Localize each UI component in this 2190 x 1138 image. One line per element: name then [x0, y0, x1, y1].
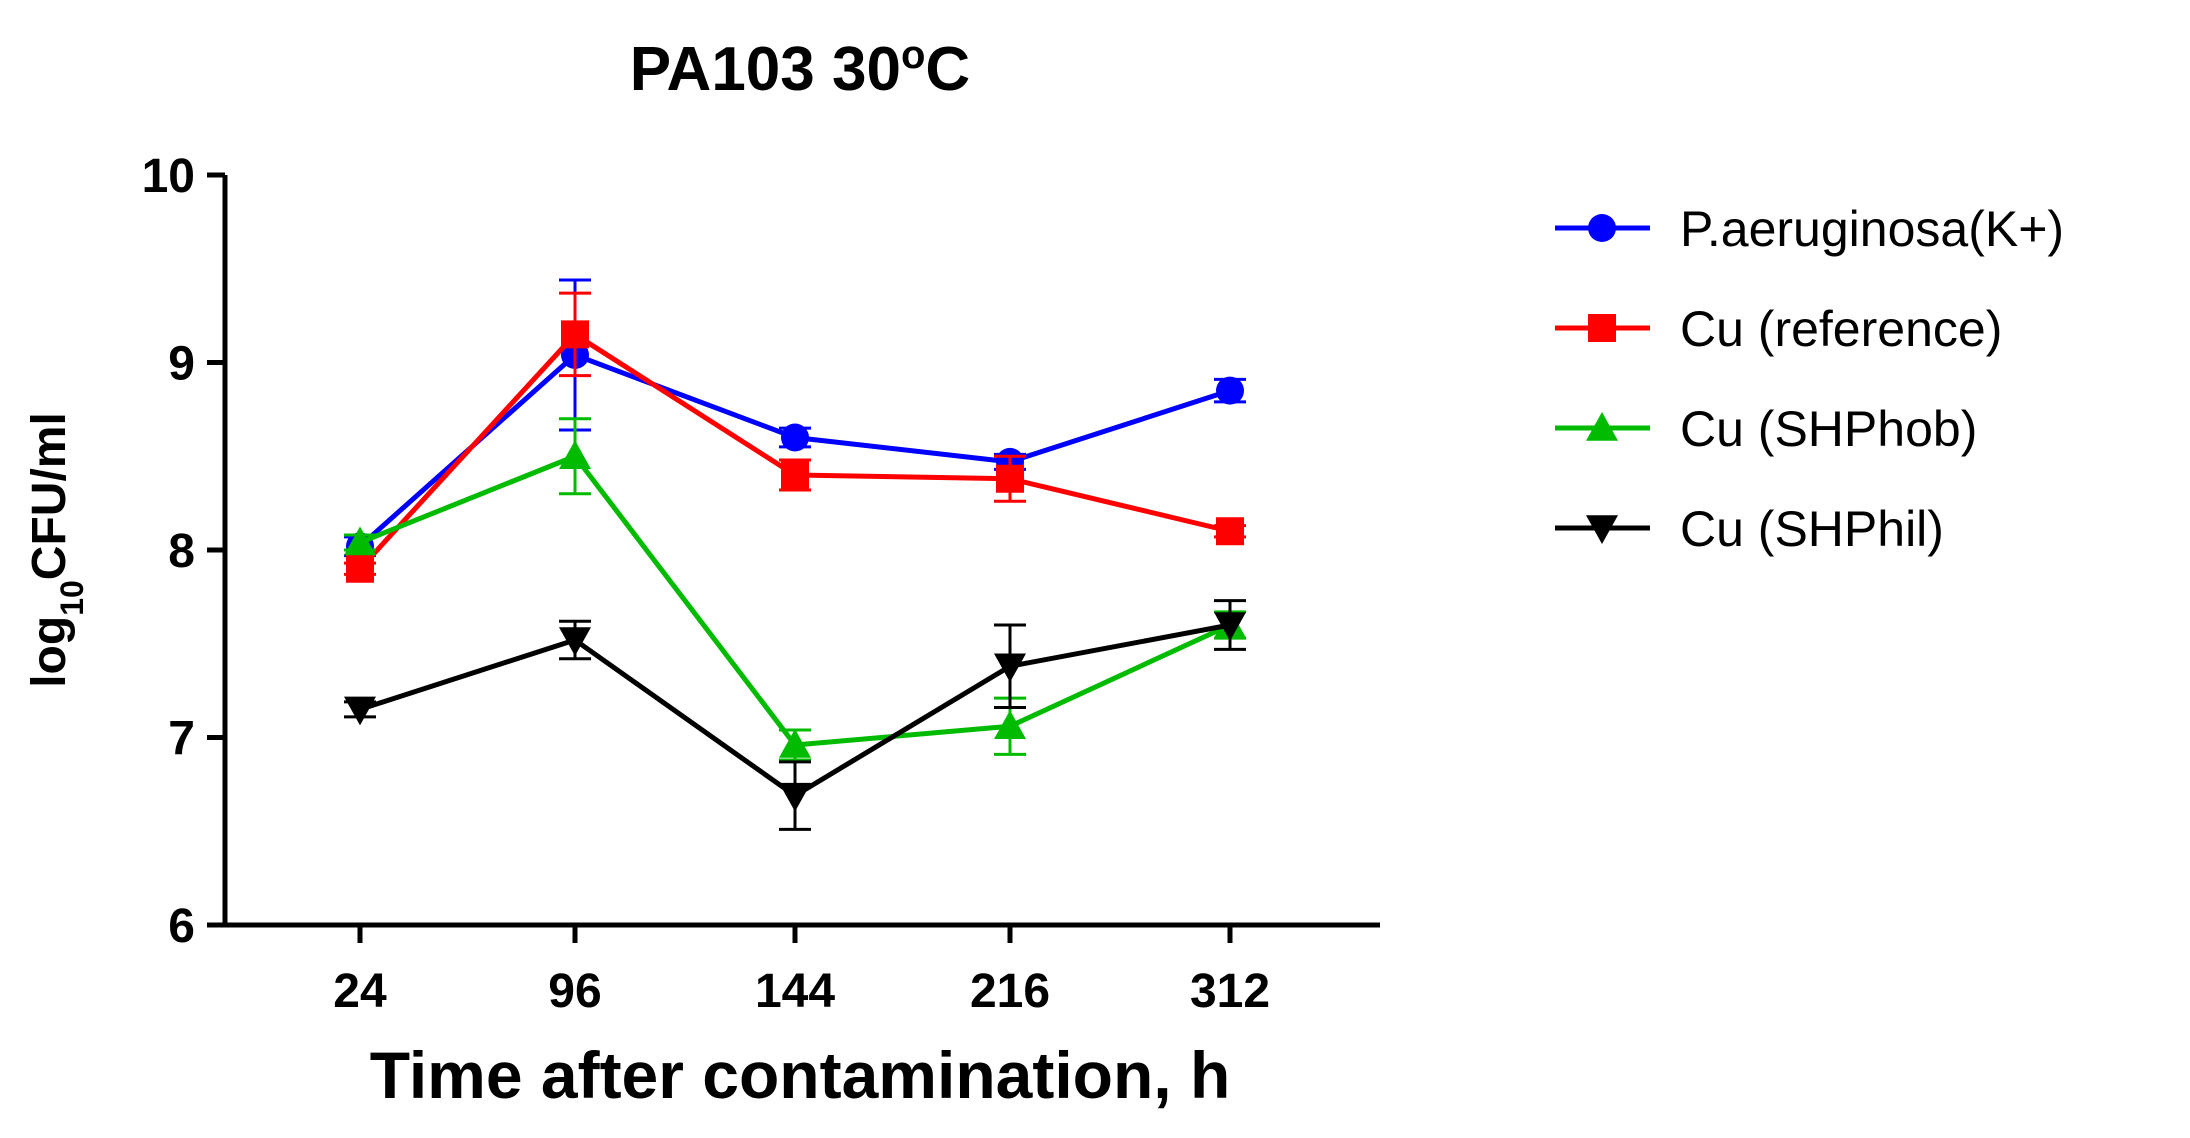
y-ticks: 6 7 8 9 10 — [142, 150, 225, 953]
y-axis-label: log10CFU/ml — [23, 412, 90, 688]
series-0 — [344, 278, 1246, 561]
data-point — [346, 554, 374, 583]
data-point — [559, 440, 591, 470]
series-line — [358, 331, 1231, 571]
legend-marker — [1588, 314, 1616, 342]
legend-marker — [1586, 515, 1618, 544]
x-tick-label: 24 — [333, 965, 387, 1018]
data-point — [781, 461, 809, 489]
x-tick-label: 216 — [970, 965, 1050, 1018]
data-point — [1216, 517, 1244, 546]
data-point — [994, 653, 1026, 683]
series-group — [344, 278, 1246, 831]
data-point — [1216, 376, 1244, 405]
data-point — [561, 320, 589, 349]
legend-item: Cu (reference) — [1555, 301, 2002, 357]
data-point — [344, 696, 376, 726]
data-point — [344, 526, 376, 556]
y-tick-label: 9 — [168, 338, 195, 391]
data-point — [994, 710, 1026, 740]
y-tick-label: 8 — [168, 525, 195, 578]
y-tick-label: 10 — [142, 150, 195, 203]
x-ticks: 24 96 144 216 312 — [333, 925, 1270, 1018]
series-1 — [344, 291, 1246, 583]
legend-label: Cu (reference) — [1680, 301, 2002, 357]
x-tick-label: 144 — [755, 965, 835, 1018]
data-point — [559, 627, 591, 656]
data-point — [779, 782, 811, 812]
chart-title: PA103 30oC — [630, 33, 970, 104]
data-point — [1214, 612, 1246, 641]
x-tick-label: 96 — [548, 965, 601, 1018]
x-axis-label: Time after contamination, h — [370, 1038, 1231, 1112]
legend-marker — [1588, 214, 1616, 242]
legend-marker — [1586, 412, 1618, 441]
series-3 — [344, 599, 1246, 831]
x-tick-label: 312 — [1190, 965, 1270, 1018]
legend-item: P.aeruginosa(K+) — [1555, 201, 2064, 257]
legend-label: P.aeruginosa(K+) — [1680, 201, 2064, 257]
legend: P.aeruginosa(K+) Cu (reference) Cu (SHPhob… — [1555, 201, 2064, 557]
y-tick-label: 7 — [168, 713, 195, 766]
legend-item: Cu (SHPhil) — [1555, 501, 1944, 557]
y-tick-label: 6 — [168, 900, 195, 953]
legend-item: Cu (SHPhob) — [1555, 401, 1977, 457]
data-point — [781, 423, 809, 452]
data-point — [779, 729, 811, 758]
legend-label: Cu (SHPhil) — [1680, 501, 1944, 557]
legend-label: Cu (SHPhob) — [1680, 401, 1977, 457]
data-point — [996, 464, 1024, 493]
